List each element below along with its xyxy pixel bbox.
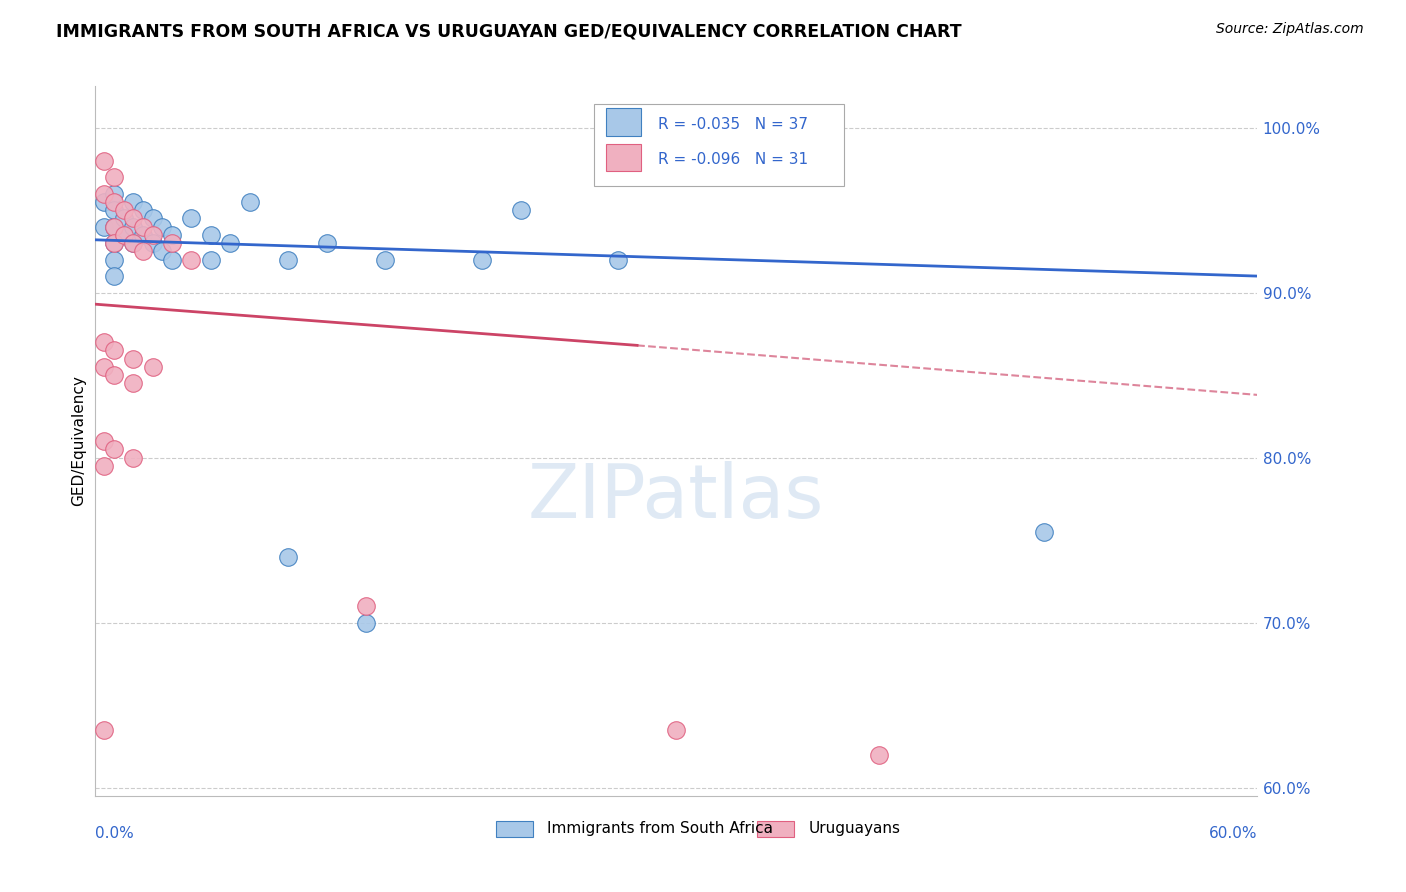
Point [132, 203, 155, 218]
Point [142, 211, 165, 226]
Point [103, 219, 125, 234]
Point [122, 351, 145, 366]
Point [219, 236, 242, 251]
Point [132, 227, 155, 242]
Text: R = -0.035   N = 37: R = -0.035 N = 37 [658, 117, 808, 132]
Point [665, 120, 688, 135]
FancyBboxPatch shape [606, 108, 641, 136]
Point [1033, 524, 1056, 539]
Point [200, 227, 222, 242]
Point [112, 211, 135, 226]
Point [93, 194, 115, 209]
Point [277, 549, 299, 564]
Point [122, 450, 145, 465]
Point [180, 252, 202, 267]
Point [200, 252, 222, 267]
Point [471, 252, 494, 267]
Point [606, 252, 628, 267]
Text: Uruguayans: Uruguayans [808, 821, 900, 836]
Point [150, 219, 173, 234]
Point [103, 203, 125, 218]
Point [103, 442, 125, 457]
Point [142, 359, 165, 374]
Point [103, 252, 125, 267]
Point [316, 236, 339, 251]
Point [150, 244, 173, 259]
Point [122, 236, 145, 251]
Point [93, 334, 115, 349]
Point [103, 170, 125, 185]
FancyBboxPatch shape [496, 822, 533, 837]
Point [160, 227, 183, 242]
Point [132, 244, 155, 259]
Point [122, 376, 145, 391]
Point [239, 194, 262, 209]
Point [93, 434, 115, 448]
Point [868, 747, 890, 762]
Point [122, 194, 145, 209]
Point [122, 236, 145, 251]
FancyBboxPatch shape [606, 144, 641, 171]
Point [820, 120, 842, 135]
Point [374, 252, 396, 267]
FancyBboxPatch shape [595, 104, 845, 186]
Point [122, 211, 145, 226]
Point [93, 723, 115, 737]
Text: R = -0.096   N = 31: R = -0.096 N = 31 [658, 153, 808, 168]
Point [103, 186, 125, 201]
Text: Immigrants from South Africa: Immigrants from South Africa [547, 821, 773, 836]
Point [762, 120, 785, 135]
Point [180, 211, 202, 226]
Point [103, 236, 125, 251]
Point [122, 219, 145, 234]
Point [142, 227, 165, 242]
Point [160, 252, 183, 267]
Point [93, 186, 115, 201]
Point [103, 343, 125, 358]
Y-axis label: GED/Equivalency: GED/Equivalency [72, 376, 86, 507]
Point [112, 227, 135, 242]
Text: Source: ZipAtlas.com: Source: ZipAtlas.com [1216, 22, 1364, 37]
Point [93, 219, 115, 234]
Point [112, 203, 135, 218]
Text: 0.0%: 0.0% [94, 826, 134, 841]
Point [277, 252, 299, 267]
Point [103, 236, 125, 251]
Point [112, 227, 135, 242]
Point [160, 236, 183, 251]
Text: ZIPatlas: ZIPatlas [527, 461, 824, 534]
FancyBboxPatch shape [758, 822, 794, 837]
Point [509, 203, 531, 218]
Point [93, 359, 115, 374]
Point [354, 615, 377, 630]
Text: IMMIGRANTS FROM SOUTH AFRICA VS URUGUAYAN GED/EQUIVALENCY CORRELATION CHART: IMMIGRANTS FROM SOUTH AFRICA VS URUGUAYA… [56, 22, 962, 40]
Point [103, 194, 125, 209]
Point [93, 458, 115, 473]
Point [103, 269, 125, 284]
Point [103, 219, 125, 234]
Point [132, 219, 155, 234]
Point [103, 368, 125, 382]
Point [665, 723, 688, 737]
Point [626, 120, 648, 135]
Point [354, 599, 377, 613]
Text: 60.0%: 60.0% [1209, 826, 1257, 841]
Point [93, 153, 115, 168]
Point [142, 236, 165, 251]
